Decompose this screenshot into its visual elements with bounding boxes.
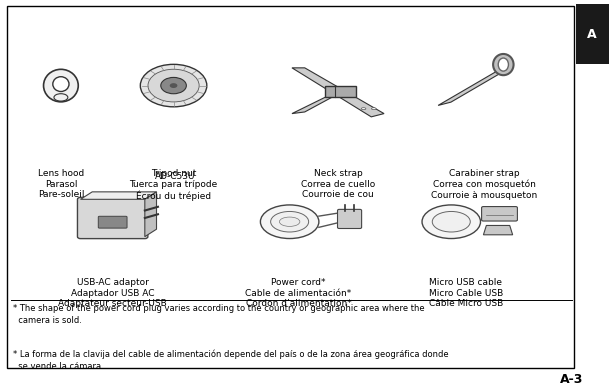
FancyBboxPatch shape xyxy=(576,4,609,64)
Polygon shape xyxy=(438,68,510,105)
Ellipse shape xyxy=(44,69,78,102)
Ellipse shape xyxy=(54,94,68,101)
Text: AD-C53U: AD-C53U xyxy=(155,172,196,181)
Circle shape xyxy=(140,64,207,107)
Polygon shape xyxy=(292,68,384,117)
Ellipse shape xyxy=(493,54,513,75)
Ellipse shape xyxy=(261,205,319,238)
Ellipse shape xyxy=(53,77,69,91)
FancyBboxPatch shape xyxy=(325,86,356,97)
FancyBboxPatch shape xyxy=(482,207,518,221)
Circle shape xyxy=(161,77,186,94)
Text: Power cord*
Cable de alimentación*
Cordon d’alimentation*: Power cord* Cable de alimentación* Cordo… xyxy=(245,278,351,308)
Ellipse shape xyxy=(498,58,509,71)
Polygon shape xyxy=(145,192,157,237)
Ellipse shape xyxy=(361,108,366,110)
Ellipse shape xyxy=(280,217,300,226)
Ellipse shape xyxy=(371,108,376,110)
FancyBboxPatch shape xyxy=(337,209,362,228)
FancyBboxPatch shape xyxy=(77,197,148,238)
Text: A-3: A-3 xyxy=(560,373,583,386)
Text: * The shape of the power cord plug varies according to the country or geographic: * The shape of the power cord plug varie… xyxy=(13,304,425,325)
Text: Neck strap
Correa de cuello
Courroie de cou: Neck strap Correa de cuello Courroie de … xyxy=(301,169,375,199)
Polygon shape xyxy=(484,226,513,235)
Polygon shape xyxy=(292,94,338,114)
FancyBboxPatch shape xyxy=(7,6,574,368)
Ellipse shape xyxy=(422,205,481,238)
Text: Tripod nut
Tuerca para trípode
Écrou du trépied: Tripod nut Tuerca para trípode Écrou du … xyxy=(130,169,217,201)
Polygon shape xyxy=(80,192,157,199)
Ellipse shape xyxy=(432,212,470,232)
Ellipse shape xyxy=(270,212,309,232)
FancyBboxPatch shape xyxy=(98,216,127,228)
Text: Carabiner strap
Correa con mosquetón
Courroie à mousqueton: Carabiner strap Correa con mosquetón Cou… xyxy=(431,169,537,200)
Circle shape xyxy=(148,69,199,102)
Circle shape xyxy=(170,83,177,88)
Text: Lens hood
Parasol
Pare-soleil: Lens hood Parasol Pare-soleil xyxy=(38,169,84,199)
Text: Micro USB cable
Micro Cable USB
Câble Micro USB: Micro USB cable Micro Cable USB Câble Mi… xyxy=(429,278,503,308)
Text: USB-AC adaptor
Adaptador USB AC
Adaptateur secteur-USB: USB-AC adaptor Adaptador USB AC Adaptate… xyxy=(58,278,167,308)
Text: * La forma de la clavija del cable de alimentación depende del país o de la zona: * La forma de la clavija del cable de al… xyxy=(13,349,449,371)
Text: A: A xyxy=(587,28,597,41)
